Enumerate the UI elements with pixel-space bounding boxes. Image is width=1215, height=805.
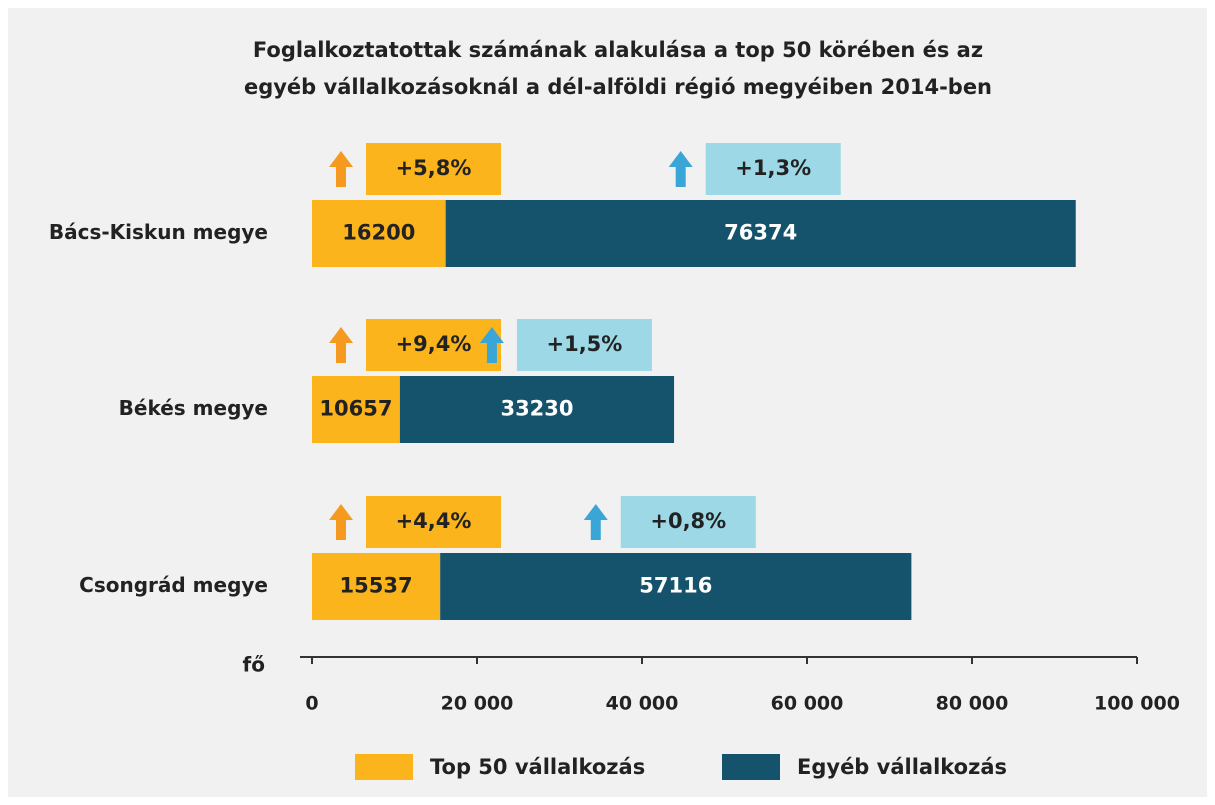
change-box: [516, 319, 652, 371]
x-tick-label: 80 000: [936, 693, 1009, 715]
arrow-icon: [329, 151, 353, 187]
data-label: 10657: [319, 397, 392, 421]
change-box: [366, 143, 501, 195]
arrow-icon: [668, 151, 693, 187]
change-box: [705, 143, 841, 195]
x-tick-label: 60 000: [771, 693, 844, 715]
legend-swatch: [722, 754, 780, 780]
y-tick-label: Csongrád megye: [79, 573, 268, 597]
legend-swatch: [355, 754, 413, 780]
bar-segment: [399, 376, 675, 443]
change-label: +4,4%: [396, 509, 472, 533]
change-label: +5,8%: [396, 156, 472, 180]
data-label: 16200: [342, 221, 415, 245]
y-tick-label: Bács-Kiskun megye: [49, 220, 268, 244]
x-tick-label: 0: [305, 693, 318, 715]
data-label: 57116: [639, 574, 712, 598]
chart-title: egyéb vállalkozásoknál a dél-alföldi rég…: [244, 75, 992, 99]
change-label: +9,4%: [396, 332, 472, 356]
bar-segment: [445, 200, 1076, 267]
chart-title: Foglalkoztatottak számának alakulása a t…: [253, 38, 983, 62]
arrow-icon: [583, 504, 608, 540]
y-tick-label: Békés megye: [119, 396, 268, 420]
change-label: +0,8%: [650, 509, 726, 533]
arrow-icon: [329, 504, 353, 540]
x-tick-label: 20 000: [441, 693, 514, 715]
bar-segment: [312, 376, 400, 443]
change-label: +1,3%: [735, 156, 811, 180]
x-tick-label: 40 000: [606, 693, 679, 715]
x-axis-label: fő: [243, 653, 265, 677]
arrow-icon: [329, 327, 353, 363]
data-label: 33230: [500, 397, 573, 421]
data-label: 76374: [724, 221, 797, 245]
bar-segment: [440, 553, 912, 620]
bar-segment: [312, 200, 446, 267]
legend-label: Top 50 vállalkozás: [430, 755, 645, 779]
x-tick-label: 100 000: [1094, 693, 1180, 715]
change-box: [366, 319, 501, 371]
change-box: [620, 496, 756, 548]
bar-segment: [312, 553, 441, 620]
data-label: 15537: [340, 574, 413, 598]
legend-label: Egyéb vállalkozás: [797, 755, 1007, 779]
change-box: [366, 496, 501, 548]
arrow-icon: [479, 327, 504, 363]
change-label: +1,5%: [546, 332, 622, 356]
